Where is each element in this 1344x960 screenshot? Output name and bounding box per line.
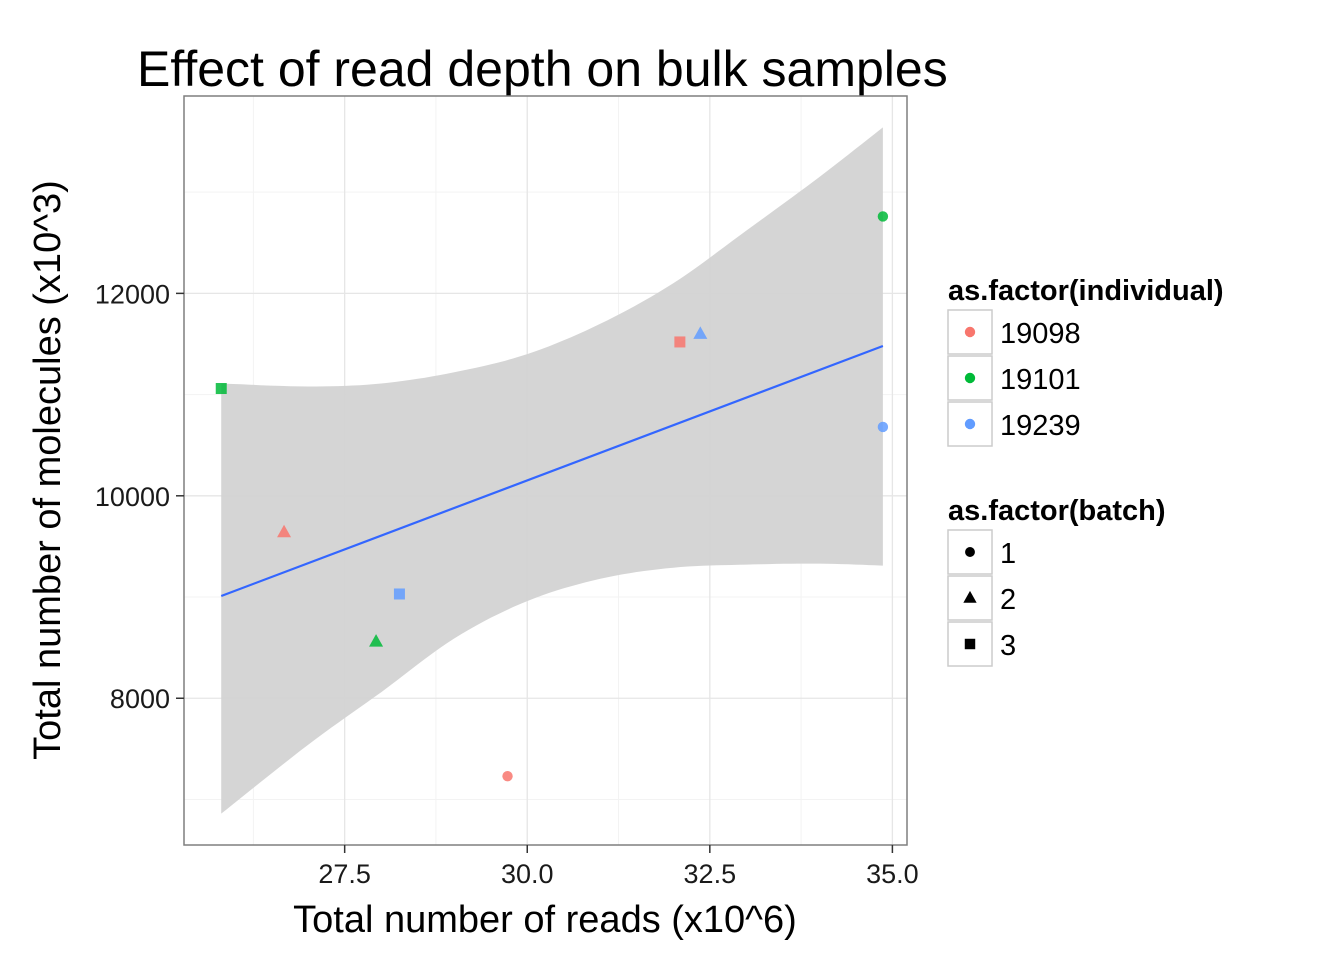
x-tick-label: 32.5 — [684, 859, 737, 889]
x-axis: 27.5 30.0 32.5 35.0 — [318, 845, 919, 889]
legend-label: 1 — [1000, 538, 1016, 570]
legend-label: 3 — [1000, 630, 1016, 662]
legend-label: 19098 — [1000, 318, 1081, 350]
data-point — [693, 326, 708, 339]
data-point — [877, 211, 889, 222]
chart-title: Effect of read depth on bulk samples — [137, 41, 948, 97]
legend-shape — [964, 638, 976, 650]
legends: as.factor(individual) 19098 19101 19239 as.f… — [947, 275, 1224, 667]
fit-line-group — [220, 344, 884, 598]
y-tick-label: 8000 — [110, 684, 170, 714]
legend-label: 2 — [1000, 584, 1016, 616]
data-point — [369, 634, 384, 647]
legend-title: as.factor(individual) — [948, 275, 1224, 307]
legend-label: 19101 — [1000, 364, 1081, 396]
data-point — [393, 588, 405, 600]
legend-label: 19239 — [1000, 410, 1081, 442]
x-axis-title: Total number of reads (x10^6) — [293, 899, 797, 941]
fit-line — [220, 344, 884, 598]
data-point — [877, 421, 889, 433]
x-tick-label: 30.0 — [501, 859, 554, 889]
legend-swatch — [964, 372, 976, 384]
legend-title: as.factor(batch) — [948, 495, 1166, 527]
data-points — [215, 211, 889, 782]
y-tick-label: 12000 — [95, 279, 170, 309]
data-point — [215, 383, 227, 395]
legend-shape — [965, 547, 975, 557]
x-tick-label: 35.0 — [866, 859, 919, 889]
plot-panel — [183, 95, 908, 846]
data-point — [277, 524, 292, 538]
y-axis: 8000 10000 12000 — [95, 279, 184, 714]
legend-swatch — [964, 418, 976, 430]
panel-border — [183, 95, 908, 846]
x-tick-label: 27.5 — [318, 859, 371, 889]
data-point — [674, 336, 686, 348]
legend-shape — [963, 590, 977, 603]
data-point — [502, 770, 513, 782]
y-axis-title: Total number of molecules (x10^3) — [27, 180, 69, 760]
legend-swatch — [964, 326, 976, 338]
y-tick-label: 10000 — [95, 482, 170, 512]
